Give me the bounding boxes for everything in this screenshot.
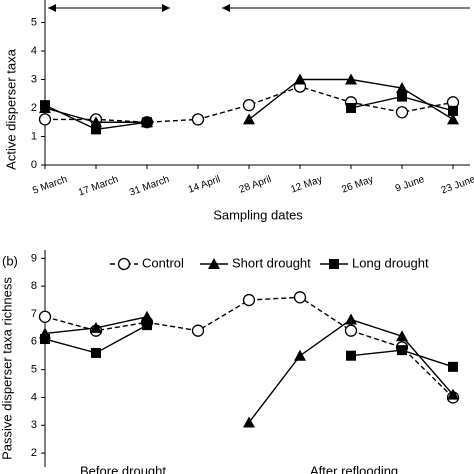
y-tick-label: 2 — [31, 447, 37, 459]
y-tick-label: 5 — [31, 16, 37, 28]
marker — [395, 106, 409, 119]
x-tick-label: 5 March — [31, 174, 69, 197]
series-line — [45, 85, 454, 123]
marker — [142, 117, 152, 128]
y-tick-label: 4 — [31, 45, 37, 57]
marker — [396, 330, 408, 342]
y-tick-label: 8 — [31, 280, 37, 292]
y-tick-label: 9 — [31, 252, 37, 264]
marker — [191, 113, 205, 126]
x-axis-label: Sampling dates — [213, 207, 303, 222]
marker — [346, 350, 356, 361]
marker — [447, 388, 459, 400]
marker — [447, 113, 459, 125]
marker — [90, 321, 102, 333]
marker — [242, 293, 256, 307]
marker — [448, 105, 458, 116]
marker — [38, 310, 52, 323]
marker — [344, 324, 358, 337]
marker — [242, 99, 256, 112]
legend-label: Long drought — [352, 255, 429, 270]
annotation: Before drought — [80, 463, 166, 474]
marker — [40, 334, 50, 345]
legend-marker — [117, 257, 131, 271]
series-line — [44, 296, 454, 398]
x-tick-label: 12 May — [289, 174, 324, 196]
marker — [293, 291, 307, 304]
x-tick-label: 23 June — [440, 174, 474, 197]
y-tick-label: 2 — [31, 102, 37, 114]
legend-label: Short drought — [232, 255, 311, 270]
marker — [142, 320, 152, 331]
legend-marker — [208, 258, 220, 269]
series-line — [44, 324, 454, 368]
series-line — [44, 316, 454, 423]
x-tick-label: 17 March — [77, 174, 120, 199]
y-tick-label: 5 — [31, 364, 37, 376]
marker — [294, 73, 306, 85]
marker — [345, 73, 357, 85]
x-tick-label: 31 March — [128, 174, 171, 199]
y-tick-label: 7 — [31, 308, 37, 320]
y-tick-label: 3 — [31, 419, 37, 431]
x-tick-label: 14 April — [187, 174, 222, 196]
legend-marker — [329, 259, 339, 269]
marker — [91, 124, 101, 135]
x-tick-label: 26 May — [340, 174, 375, 196]
marker — [40, 100, 50, 111]
marker — [294, 349, 306, 361]
marker — [191, 324, 205, 337]
panel-label: (b) — [2, 253, 18, 268]
y-axis-label: Active disperser taxa — [3, 48, 18, 169]
marker — [346, 103, 356, 113]
marker — [243, 113, 255, 125]
x-tick-label: 9 June — [394, 174, 426, 195]
marker — [448, 361, 458, 372]
marker — [141, 310, 153, 322]
arrow-head — [222, 4, 230, 12]
marker — [397, 345, 407, 356]
y-tick-label: 1 — [31, 130, 37, 142]
y-tick-label: 4 — [31, 391, 37, 403]
y-axis-label: Passive disperser taxa richness — [0, 277, 14, 460]
marker — [243, 416, 255, 428]
legend-label: Control — [142, 255, 184, 270]
y-tick-label: 6 — [31, 336, 37, 348]
y-tick-label: 3 — [31, 73, 37, 85]
marker — [38, 113, 52, 126]
y-tick-label: 0 — [31, 159, 37, 171]
marker — [345, 313, 357, 325]
annotation: After reflooding — [310, 463, 398, 474]
marker — [91, 347, 101, 358]
marker — [396, 82, 408, 94]
x-tick-label: 28 April — [238, 174, 273, 196]
marker — [397, 91, 407, 102]
